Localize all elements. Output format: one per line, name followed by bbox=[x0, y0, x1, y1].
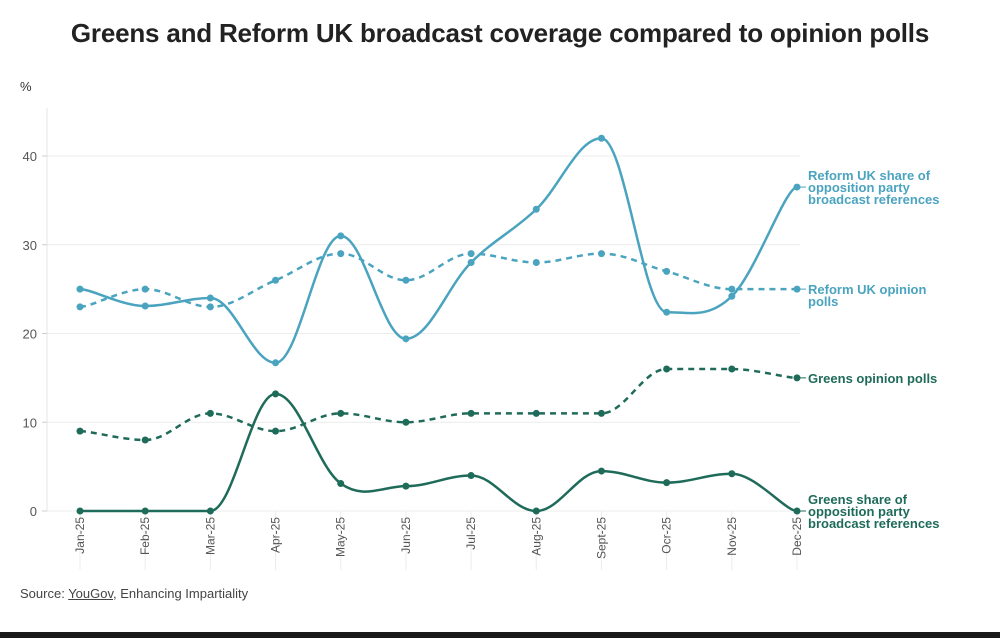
series-label-greens-share-of-opposition-party-broadcast-references: broadcast references bbox=[808, 516, 940, 531]
y-axis-unit-label: % bbox=[20, 79, 32, 94]
data-point-greens-opinion-polls[interactable] bbox=[532, 409, 540, 417]
y-tick-label: 10 bbox=[23, 415, 37, 430]
data-point-greens-opinion-polls[interactable] bbox=[76, 427, 84, 435]
x-tick-label: Apr-25 bbox=[269, 517, 283, 553]
series-line-reform-uk-share-of-opposition-party-broadcast-references bbox=[79, 136, 798, 365]
data-point-reform-uk-opinion-polls[interactable] bbox=[597, 250, 605, 258]
y-tick-label: 30 bbox=[23, 238, 37, 253]
series-line-greens-opinion-polls bbox=[79, 367, 798, 442]
data-point-reform-uk-opinion-polls[interactable] bbox=[467, 250, 475, 258]
series-line-greens-share-of-opposition-party-broadcast-references bbox=[80, 392, 798, 513]
data-point-greens-opinion-polls[interactable] bbox=[597, 409, 605, 417]
data-point-reform-uk-share-of-opposition-party-broadcast-references[interactable] bbox=[467, 259, 475, 266]
x-axis: Jan-25 Feb-25 Mar-25 Apr-25 May-25 Jun-25 Jul-… bbox=[73, 511, 804, 570]
x-tick-label: Jan-25 bbox=[73, 517, 87, 554]
series-points bbox=[76, 134, 801, 515]
y-tick-label: 40 bbox=[23, 149, 37, 164]
data-point-greens-share-of-opposition-party-broadcast-references[interactable] bbox=[663, 479, 671, 487]
x-tick-label: Jun-25 bbox=[399, 517, 413, 554]
x-tick-label: Dec-25 bbox=[790, 517, 804, 556]
bottom-edge bbox=[0, 632, 1000, 638]
series-label-reform-uk-share-of-opposition-party-broadcast-references: Reform UK share of bbox=[808, 168, 931, 183]
series-line-reform-uk-opinion-polls bbox=[79, 252, 797, 309]
y-tick-label: 0 bbox=[30, 504, 37, 519]
gridlines bbox=[47, 155, 800, 512]
data-point-reform-uk-opinion-polls[interactable] bbox=[272, 276, 280, 284]
series-label-reform-uk-opinion-polls: Reform UK opinion bbox=[808, 282, 926, 297]
series-label-reform-uk-opinion-polls: polls bbox=[808, 294, 838, 309]
source-prefix: Source: bbox=[20, 586, 69, 601]
series-label-greens-share-of-opposition-party-broadcast-references: opposition party bbox=[808, 504, 911, 519]
data-point-reform-uk-share-of-opposition-party-broadcast-references[interactable] bbox=[337, 232, 345, 240]
data-point-reform-uk-share-of-opposition-party-broadcast-references[interactable] bbox=[597, 134, 605, 142]
data-point-reform-uk-share-of-opposition-party-broadcast-references[interactable] bbox=[141, 302, 149, 310]
y-axis: 0 10 20 30 40 bbox=[23, 108, 48, 519]
source-suffix: , Enhancing Impartiality bbox=[113, 586, 249, 601]
x-tick-label: Feb-25 bbox=[138, 517, 152, 555]
data-point-greens-opinion-polls[interactable] bbox=[206, 409, 214, 417]
data-point-greens-share-of-opposition-party-broadcast-references[interactable] bbox=[467, 472, 475, 479]
data-point-greens-opinion-polls[interactable] bbox=[728, 365, 736, 373]
data-point-reform-uk-share-of-opposition-party-broadcast-references[interactable] bbox=[532, 205, 540, 213]
data-point-greens-share-of-opposition-party-broadcast-references[interactable] bbox=[272, 390, 280, 398]
data-point-reform-uk-opinion-polls[interactable] bbox=[141, 285, 149, 293]
data-point-reform-uk-share-of-opposition-party-broadcast-references[interactable] bbox=[206, 294, 214, 302]
x-tick-label: May-25 bbox=[334, 517, 348, 557]
series-lines bbox=[79, 136, 798, 513]
series-label-reform-uk-share-of-opposition-party-broadcast-references: opposition party bbox=[808, 180, 911, 195]
data-point-greens-opinion-polls[interactable] bbox=[272, 427, 280, 435]
data-point-greens-opinion-polls[interactable] bbox=[467, 409, 475, 417]
source-link-yougov[interactable]: YouGov bbox=[68, 586, 114, 601]
data-point-greens-share-of-opposition-party-broadcast-references[interactable] bbox=[402, 482, 410, 490]
x-tick-label: Jul-25 bbox=[464, 517, 478, 550]
data-point-reform-uk-opinion-polls[interactable] bbox=[663, 267, 671, 275]
data-point-greens-opinion-polls[interactable] bbox=[337, 409, 345, 417]
data-point-reform-uk-opinion-polls[interactable] bbox=[728, 285, 736, 293]
x-tick-label: Nov-25 bbox=[725, 517, 739, 556]
data-point-greens-share-of-opposition-party-broadcast-references[interactable] bbox=[76, 507, 84, 515]
data-point-reform-uk-share-of-opposition-party-broadcast-references[interactable] bbox=[76, 285, 84, 293]
data-point-greens-share-of-opposition-party-broadcast-references[interactable] bbox=[597, 467, 605, 475]
data-point-greens-share-of-opposition-party-broadcast-references[interactable] bbox=[337, 479, 345, 487]
data-point-greens-opinion-polls[interactable] bbox=[141, 436, 149, 444]
x-tick-label: Aug-25 bbox=[529, 517, 543, 556]
data-point-greens-share-of-opposition-party-broadcast-references[interactable] bbox=[728, 470, 736, 478]
data-point-greens-share-of-opposition-party-broadcast-references[interactable] bbox=[141, 507, 149, 515]
data-point-reform-uk-opinion-polls[interactable] bbox=[532, 259, 540, 266]
data-point-greens-opinion-polls[interactable] bbox=[402, 418, 410, 426]
data-point-reform-uk-share-of-opposition-party-broadcast-references[interactable] bbox=[663, 308, 671, 316]
data-point-reform-uk-opinion-polls[interactable] bbox=[337, 250, 345, 258]
data-point-greens-share-of-opposition-party-broadcast-references[interactable] bbox=[532, 507, 540, 515]
data-point-reform-uk-share-of-opposition-party-broadcast-references[interactable] bbox=[402, 335, 410, 343]
series-label-greens-share-of-opposition-party-broadcast-references: Greens share of bbox=[808, 492, 908, 507]
x-tick-label: Mar-25 bbox=[203, 517, 217, 555]
y-tick-label: 20 bbox=[23, 327, 37, 342]
data-point-reform-uk-opinion-polls[interactable] bbox=[206, 303, 214, 311]
data-point-reform-uk-opinion-polls[interactable] bbox=[402, 276, 410, 284]
series-label-greens-opinion-polls: Greens opinion polls bbox=[808, 371, 937, 386]
data-point-reform-uk-opinion-polls[interactable] bbox=[76, 303, 84, 311]
chart-title: Greens and Reform UK broadcast coverage … bbox=[70, 18, 930, 48]
data-point-reform-uk-share-of-opposition-party-broadcast-references[interactable] bbox=[728, 292, 736, 300]
line-chart: 0 10 20 30 40 Jan-25 Feb-25 Mar-25 Apr-25 May-25… bbox=[23, 108, 940, 570]
source-note: Source: YouGov, Enhancing Impartiality bbox=[20, 586, 248, 601]
x-tick-label: Ocr-25 bbox=[660, 517, 674, 554]
x-tick-label: Sept-25 bbox=[594, 517, 608, 559]
series-label-reform-uk-share-of-opposition-party-broadcast-references: broadcast references bbox=[808, 192, 940, 207]
data-point-greens-share-of-opposition-party-broadcast-references[interactable] bbox=[206, 507, 214, 515]
data-point-reform-uk-share-of-opposition-party-broadcast-references[interactable] bbox=[272, 359, 280, 367]
data-point-greens-opinion-polls[interactable] bbox=[663, 365, 671, 373]
